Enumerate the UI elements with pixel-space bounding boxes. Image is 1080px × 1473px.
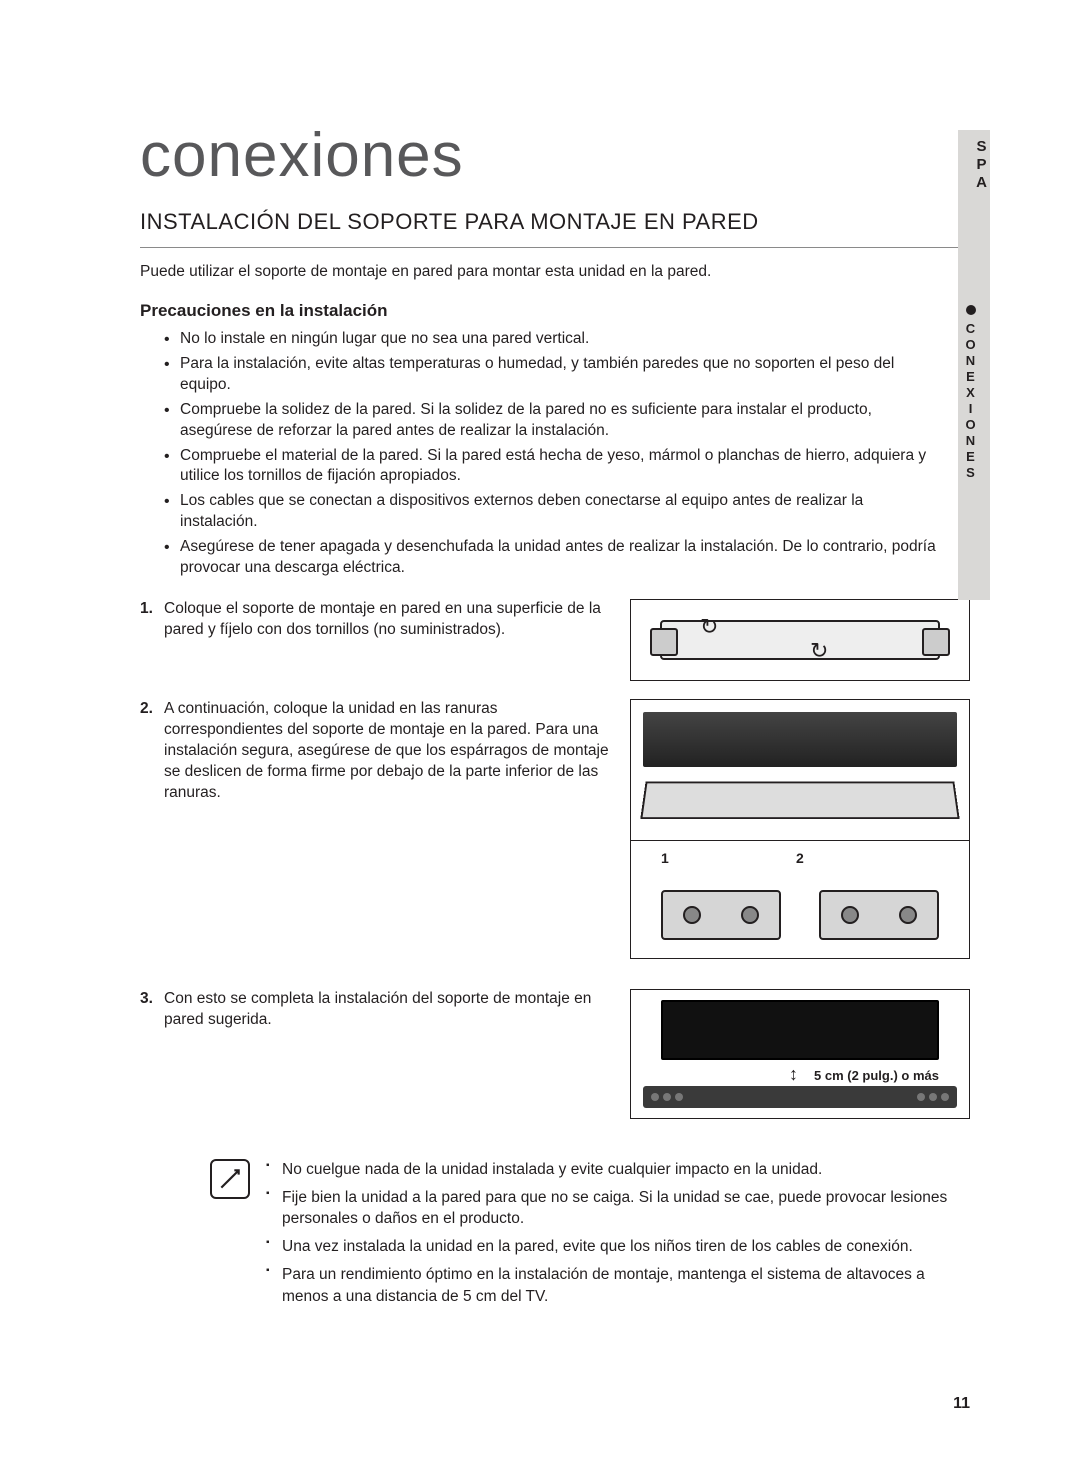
mount-slot-detail (819, 890, 939, 940)
step-2: 2. A continuación, coloque la unidad en … (140, 699, 970, 959)
soundbar-illustration (643, 712, 957, 767)
bullet-icon (966, 305, 976, 315)
rotate-arrow-icon: ↻ (810, 638, 828, 664)
note-item: Para un rendimiento óptimo en la instala… (266, 1264, 950, 1307)
double-arrow-icon: ↕ (789, 1064, 798, 1085)
peg-icon (841, 906, 859, 924)
language-code: SPA (958, 138, 990, 192)
precautions-heading: Precauciones en la instalación (140, 301, 970, 321)
page-number: 11 (953, 1395, 970, 1413)
note-item: Fije bien la unidad a la pared para que … (266, 1187, 950, 1230)
step-text: Coloque el soporte de montaje en pared e… (164, 599, 616, 641)
note-item: No cuelgue nada de la unidad instalada y… (266, 1159, 950, 1181)
precautions-list: No lo instale en ningún lugar que no sea… (140, 329, 970, 579)
figure-3: ↕ 5 cm (2 pulg.) o más (630, 989, 970, 1119)
spacing-label: 5 cm (2 pulg.) o más (814, 1068, 939, 1083)
intro-text: Puede utilizar el soporte de montaje en … (140, 262, 970, 283)
mount-slot-detail (661, 890, 781, 940)
note-icon (210, 1159, 250, 1199)
manual-page: SPA CONEXIONES conexiones INSTALACIÓN DE… (0, 0, 1080, 1473)
section-heading: INSTALACIÓN DEL SOPORTE PARA MONTAJE EN … (140, 209, 970, 235)
page-title: conexiones (140, 120, 970, 191)
figure-label-1: 1 (661, 850, 669, 866)
precaution-item: Asegúrese de tener apagada y desenchufad… (180, 537, 970, 579)
installation-steps: 1. Coloque el soporte de montaje en pare… (140, 599, 970, 1119)
peg-icon (899, 906, 917, 924)
step-number: 2. (140, 699, 164, 804)
rotate-arrow-icon: ↻ (700, 614, 718, 640)
soundbar-front-illustration (643, 1086, 957, 1108)
step-text: Con esto se completa la instalación del … (164, 989, 616, 1031)
step-number: 3. (140, 989, 164, 1031)
step-number: 1. (140, 599, 164, 641)
step-1: 1. Coloque el soporte de montaje en pare… (140, 599, 970, 681)
divider (140, 247, 970, 248)
precaution-item: Los cables que se conectan a dispositivo… (180, 491, 970, 533)
peg-icon (683, 906, 701, 924)
note-item: Una vez instalada la unidad en la pared,… (266, 1236, 950, 1258)
precaution-item: Para la instalación, evite altas tempera… (180, 354, 970, 396)
precaution-item: Compruebe la solidez de la pared. Si la … (180, 400, 970, 442)
tv-illustration (661, 1000, 939, 1060)
wall-bracket-illustration (640, 782, 959, 820)
precaution-item: No lo instale en ningún lugar que no sea… (180, 329, 970, 350)
step-3: 3. Con esto se completa la instalación d… (140, 989, 970, 1119)
figure-2: 1 2 (630, 699, 970, 959)
peg-icon (741, 906, 759, 924)
notes-list: No cuelgue nada de la unidad instalada y… (266, 1159, 950, 1313)
step-text: A continuación, coloque la unidad en las… (164, 699, 616, 804)
note-box: No cuelgue nada de la unidad instalada y… (140, 1159, 970, 1313)
figure-label-2: 2 (796, 850, 804, 866)
figure-1: ↻ ↻ (630, 599, 970, 681)
precaution-item: Compruebe el material de la pared. Si la… (180, 446, 970, 488)
